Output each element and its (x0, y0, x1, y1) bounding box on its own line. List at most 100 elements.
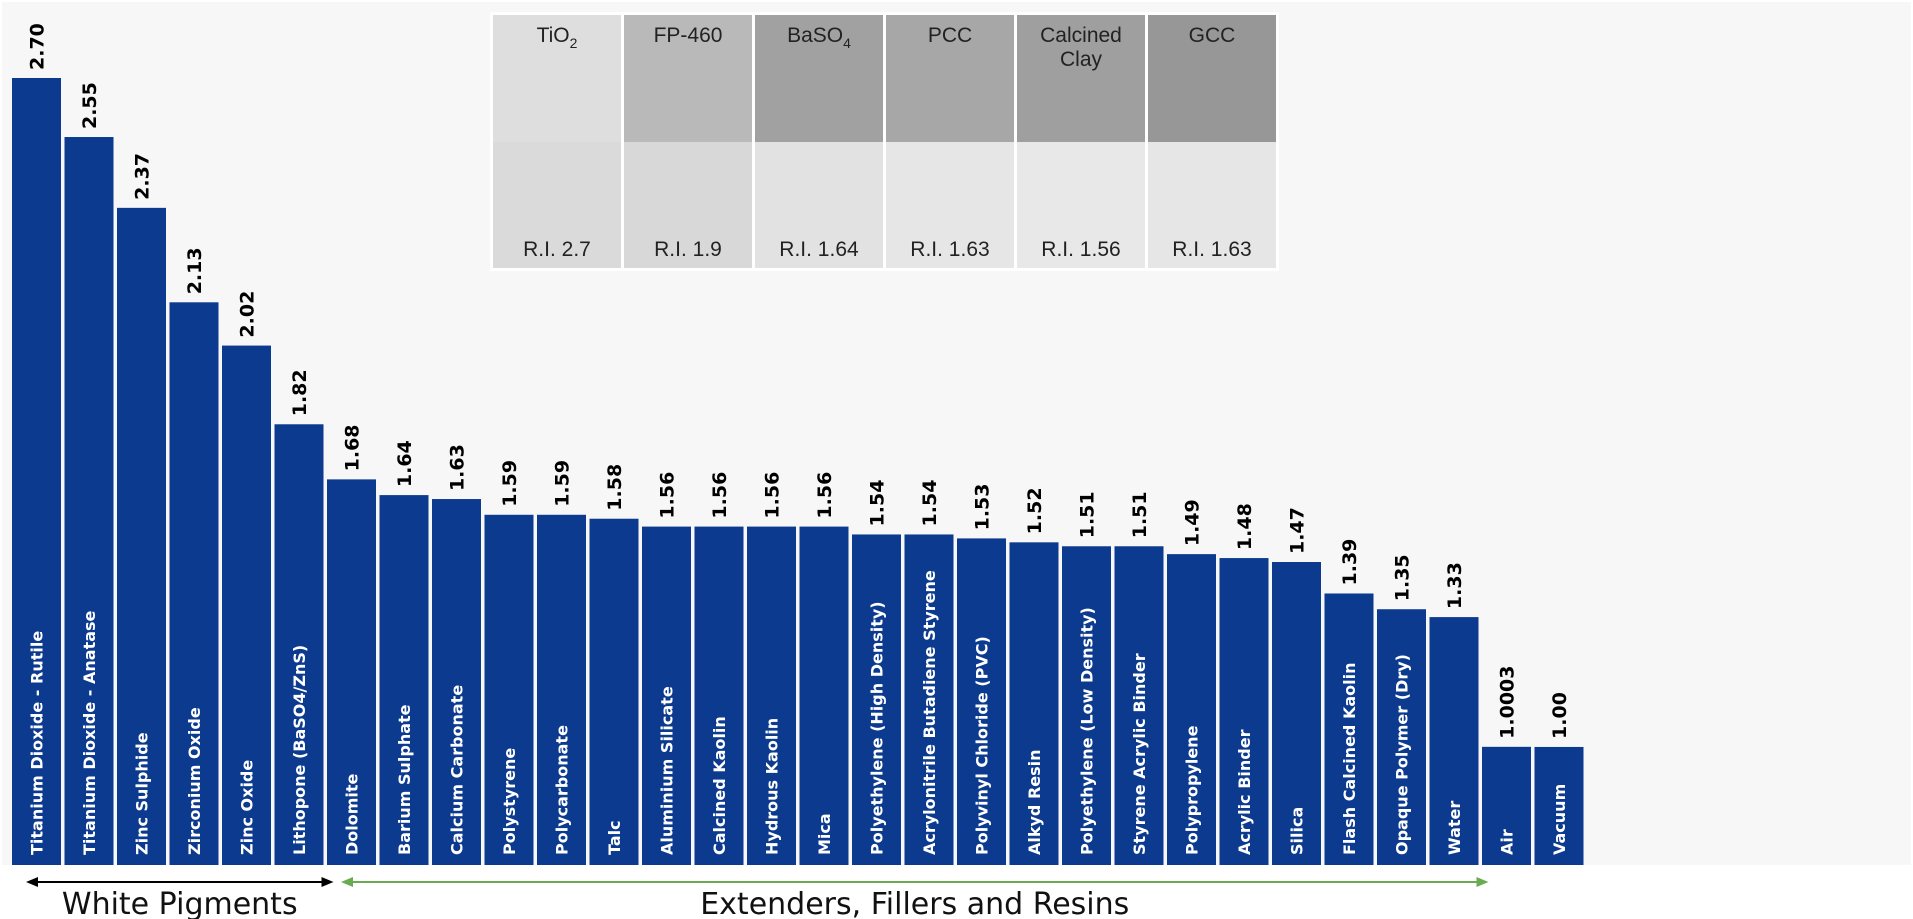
swatch-top (1017, 15, 1145, 142)
category-label: Styrene Acrylic Binder (1130, 653, 1149, 855)
bar-acrylonitrile-butadiene-styrene (904, 534, 954, 865)
category-label: Talc (605, 820, 624, 855)
category-label: Polystyrene (500, 748, 519, 855)
group-extenders-fillers-and-resins: Extenders, Fillers and Resins (341, 877, 1489, 919)
bar-polyvinyl-chloride-pvc (957, 538, 1006, 865)
value-label: 1.54 (867, 480, 889, 527)
bar-opaque-polymer-dry (1377, 609, 1426, 865)
swatch-name: PCC (928, 24, 972, 47)
bar-styrene-acrylic-binder (1114, 546, 1164, 865)
swatch-bottom (624, 142, 752, 268)
value-label: 1.82 (289, 369, 311, 416)
arrow-head-left (341, 877, 353, 887)
swatch-baso4: BaSO4 R.I. 1.64 (755, 15, 883, 268)
category-label: Opaque Polymer (Dry) (1393, 654, 1412, 855)
bar-dolomite (327, 479, 376, 865)
bar-polyethylene-high-density (852, 534, 901, 865)
bars-layer: Titanium Dioxide - Rutile 2.70 Titanium Di… (12, 23, 1584, 866)
group-label: White Pigments (62, 887, 298, 919)
swatch-ri: R.I. 1.56 (1041, 238, 1120, 261)
bar-titanium-dioxide-rutile (12, 78, 61, 865)
bar-zinc-oxide (222, 345, 271, 866)
category-label: Lithopone (BaSO4/ZnS) (290, 645, 309, 855)
swatch-top (493, 15, 621, 142)
category-label: Hydrous Kaolin (763, 718, 782, 855)
value-label: 1.59 (499, 460, 521, 507)
swatch-name: TiO2 (537, 24, 578, 51)
bar-talc (589, 518, 639, 865)
bar-zinc-sulphide (117, 207, 166, 866)
category-label: Titanium Dioxide - Rutile (28, 631, 47, 855)
bar-polystyrene (484, 514, 534, 865)
value-label: 1.56 (814, 472, 836, 519)
category-label: Barium Sulphate (395, 704, 414, 855)
value-label: 2.13 (184, 247, 206, 294)
category-label: Calcined Kaolin (710, 716, 729, 855)
bar-acrylic-binder (1219, 558, 1269, 865)
category-label: Acrylonitrile Butadiene Styrene (920, 570, 939, 855)
category-label: Aluminium Silicate (658, 686, 677, 855)
swatch-top (624, 15, 752, 142)
value-label: 1.56 (762, 472, 784, 519)
category-label: Zinc Sulphide (133, 732, 152, 855)
category-label: Calcium Carbonate (448, 685, 467, 855)
value-label: 2.55 (79, 82, 101, 129)
inset-frame (490, 12, 1279, 271)
arrow-head-right (1476, 877, 1489, 887)
arrow-head-left (26, 877, 38, 887)
value-label: 2.70 (27, 23, 49, 70)
category-label: Mica (815, 813, 834, 855)
bar-lithopone-baso4-zns (274, 424, 324, 865)
swatch-name: Calcined Clay (1040, 24, 1122, 71)
value-label: 1.54 (919, 480, 941, 527)
swatch-name: GCC (1189, 24, 1236, 47)
value-label: 1.63 (447, 444, 469, 491)
bar-silica (1272, 562, 1321, 865)
bar-flash-calcined-kaolin (1324, 593, 1374, 865)
value-label: 1.68 (342, 424, 364, 471)
bar-barium-sulphate (379, 495, 429, 865)
swatch-bottom (755, 142, 883, 268)
category-label: Dolomite (343, 773, 362, 855)
value-label: 1.0003 (1497, 666, 1519, 739)
swatch-ri: R.I. 1.64 (779, 238, 859, 261)
group-white-pigments: White Pigments (26, 877, 334, 919)
category-label: Zinc Oxide (238, 760, 257, 855)
swatch-bottom (1148, 142, 1276, 268)
value-label: 1.56 (657, 472, 679, 519)
bar-aluminium-silicate (642, 526, 691, 865)
value-label: 1.48 (1234, 503, 1256, 550)
category-label: Polyvinyl Chloride (PVC) (973, 636, 992, 855)
swatch-name: BaSO4 (787, 24, 851, 51)
bar-titanium-dioxide-anatase (64, 137, 114, 865)
arrow-head-right (321, 877, 334, 887)
swatch-fp-460: FP-460 R.I. 1.9 (624, 15, 752, 268)
swatch-ri: R.I. 1.63 (910, 238, 989, 261)
category-label: Silica (1288, 807, 1307, 855)
value-label: 1.39 (1339, 539, 1361, 586)
bar-alkyd-resin (1009, 542, 1059, 865)
value-label: 1.53 (972, 484, 994, 531)
value-label: 1.00 (1549, 692, 1571, 739)
bar-mica (799, 526, 849, 865)
bar-calcium-carbonate (432, 499, 481, 865)
category-label: Alkyd Resin (1025, 749, 1044, 855)
category-label: Flash Calcined Kaolin (1340, 663, 1359, 856)
value-label: 2.37 (132, 153, 154, 200)
bar-air (1482, 746, 1531, 865)
category-label: Polyethylene (High Density) (868, 601, 887, 855)
swatch-name: FP-460 (654, 24, 723, 47)
value-label: 1.56 (709, 472, 731, 519)
swatch-top (886, 15, 1014, 142)
value-label: 1.58 (604, 464, 626, 511)
bar-water (1429, 617, 1479, 865)
bar-polypropylene (1167, 554, 1216, 865)
value-label: 1.52 (1024, 487, 1046, 534)
category-label: Titanium Dioxide - Anatase (80, 610, 99, 855)
value-label: 1.64 (394, 440, 416, 487)
swatch-pcc: PCC R.I. 1.63 (886, 15, 1014, 268)
group-label: Extenders, Fillers and Resins (700, 887, 1129, 919)
value-label: 1.35 (1392, 554, 1414, 601)
swatch-bottom (1017, 142, 1145, 268)
bar-zirconium-oxide (169, 302, 219, 865)
